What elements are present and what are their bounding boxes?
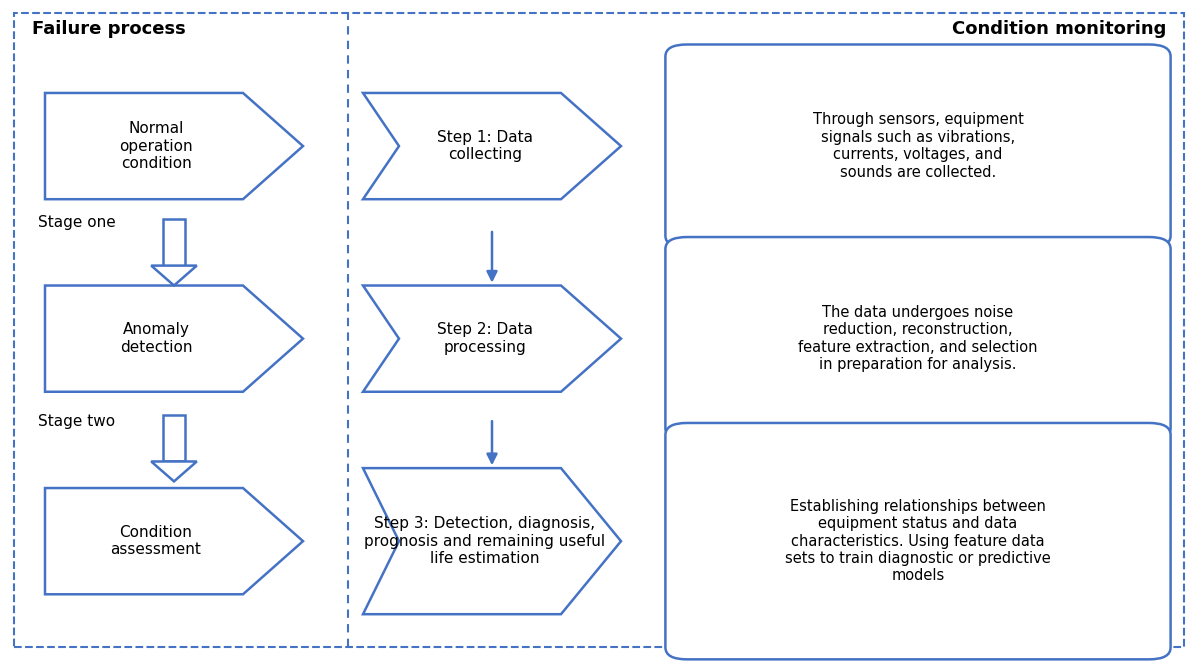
Polygon shape <box>364 93 622 199</box>
FancyBboxPatch shape <box>665 44 1171 248</box>
Text: Normal
operation
condition: Normal operation condition <box>119 121 193 171</box>
Text: Failure process: Failure process <box>32 20 186 38</box>
Polygon shape <box>46 488 302 594</box>
Text: Through sensors, equipment
signals such as vibrations,
currents, voltages, and
s: Through sensors, equipment signals such … <box>812 112 1024 180</box>
FancyBboxPatch shape <box>665 423 1171 659</box>
Text: Condition monitoring: Condition monitoring <box>952 20 1166 38</box>
Text: Stage two: Stage two <box>38 414 115 429</box>
Polygon shape <box>46 93 302 199</box>
FancyBboxPatch shape <box>665 237 1171 440</box>
Text: Anomaly
detection: Anomaly detection <box>120 323 192 355</box>
Text: Step 3: Detection, diagnosis,
prognosis and remaining useful
life estimation: Step 3: Detection, diagnosis, prognosis … <box>365 517 605 566</box>
Text: Step 2: Data
processing: Step 2: Data processing <box>437 323 533 355</box>
Text: Establishing relationships between
equipment status and data
characteristics. Us: Establishing relationships between equip… <box>785 499 1051 584</box>
Text: Condition
assessment: Condition assessment <box>110 525 202 557</box>
Text: Stage one: Stage one <box>38 215 116 230</box>
FancyBboxPatch shape <box>163 219 185 266</box>
Polygon shape <box>364 286 622 392</box>
Text: Step 1: Data
collecting: Step 1: Data collecting <box>437 130 533 162</box>
FancyBboxPatch shape <box>163 415 185 461</box>
Polygon shape <box>151 461 197 481</box>
Polygon shape <box>151 266 197 286</box>
Polygon shape <box>364 468 622 614</box>
Polygon shape <box>46 286 302 392</box>
Text: The data undergoes noise
reduction, reconstruction,
feature extraction, and sele: The data undergoes noise reduction, reco… <box>798 305 1038 373</box>
